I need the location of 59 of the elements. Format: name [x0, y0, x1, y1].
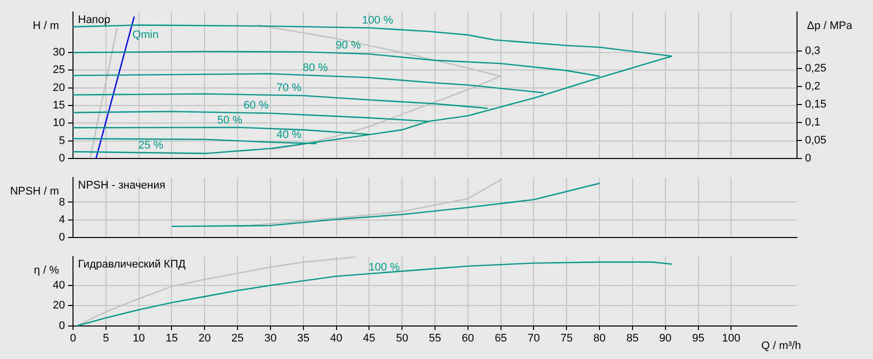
x-tick-label: 10: [132, 332, 145, 345]
x-tick-label: 15: [166, 332, 178, 345]
annotation: 60 %: [244, 100, 269, 112]
y2-tick-label: 0,15: [805, 98, 826, 111]
x-tick-label: 0: [70, 332, 76, 345]
x-tick-label: 65: [494, 332, 507, 345]
x-tick-label: 25: [231, 332, 244, 345]
y-tick-label: 40: [52, 279, 65, 292]
y-tick-label: 10: [52, 117, 65, 130]
x-tick-label: 85: [626, 332, 639, 345]
annotation: 50 %: [217, 114, 243, 126]
y-tick-label: 0: [58, 320, 65, 332]
x-tick-label: 50: [396, 332, 408, 345]
y-axis-title: η / %: [34, 264, 60, 277]
y-tick-label: 20: [52, 82, 65, 94]
annotation: 40 %: [276, 129, 302, 142]
x-tick-label: 60: [462, 332, 474, 345]
x-tick-label: 40: [330, 332, 342, 345]
x-tick-label: 20: [198, 332, 211, 345]
y-tick-label: 15: [52, 100, 65, 112]
annotation: Qmin: [132, 28, 159, 41]
x-tick-label: 5: [102, 332, 109, 345]
y-tick-label: 5: [58, 134, 65, 147]
y2-tick-label: 0,05: [805, 134, 826, 146]
x-tick-label: 30: [264, 332, 277, 345]
chart-title: Гидравлический КПД: [78, 258, 186, 271]
x-axis-title: Q / m³/h: [761, 340, 801, 352]
y-tick-label: 0: [58, 231, 65, 244]
annotation: 100 %: [362, 14, 394, 27]
annotation: 80 %: [302, 62, 328, 74]
chart-title: NPSH - значения: [78, 180, 166, 192]
y-tick-label: 8: [58, 196, 65, 208]
y-tick-label: 25: [52, 64, 65, 76]
chart-title: Напор: [78, 14, 110, 26]
x-tick-label: 100: [722, 332, 740, 345]
x-tick-label: 55: [428, 332, 442, 345]
x-tick-label: 35: [297, 332, 310, 345]
x-tick-label: 45: [363, 332, 376, 345]
y2-tick-label: 0,2: [805, 80, 820, 93]
y2-axis-title: Δp / MPa: [807, 20, 854, 32]
annotation: 70 %: [276, 82, 302, 94]
x-tick-label: 70: [528, 332, 540, 345]
y2-tick-label: 0,1: [805, 116, 820, 129]
y2-tick-label: 0,3: [805, 44, 820, 57]
y-axis-title: H / m: [32, 20, 59, 32]
y-axis-title: NPSH / m: [10, 186, 59, 198]
x-tick-label: 80: [593, 332, 606, 345]
annotation: 25 %: [138, 139, 164, 152]
y2-tick-label: 0: [805, 152, 812, 164]
x-tick-label: 75: [560, 332, 573, 345]
annotation: 90 %: [336, 40, 361, 52]
annotation: 100 %: [368, 261, 400, 274]
y2-tick-label: 0,25: [805, 62, 826, 75]
y-tick-label: 0: [58, 152, 65, 164]
x-tick-label: 95: [692, 332, 704, 345]
y-tick-label: 4: [58, 214, 65, 226]
x-tick-label: 90: [659, 332, 672, 345]
y-tick-label: 30: [52, 46, 65, 59]
y-tick-label: 20: [52, 300, 65, 312]
